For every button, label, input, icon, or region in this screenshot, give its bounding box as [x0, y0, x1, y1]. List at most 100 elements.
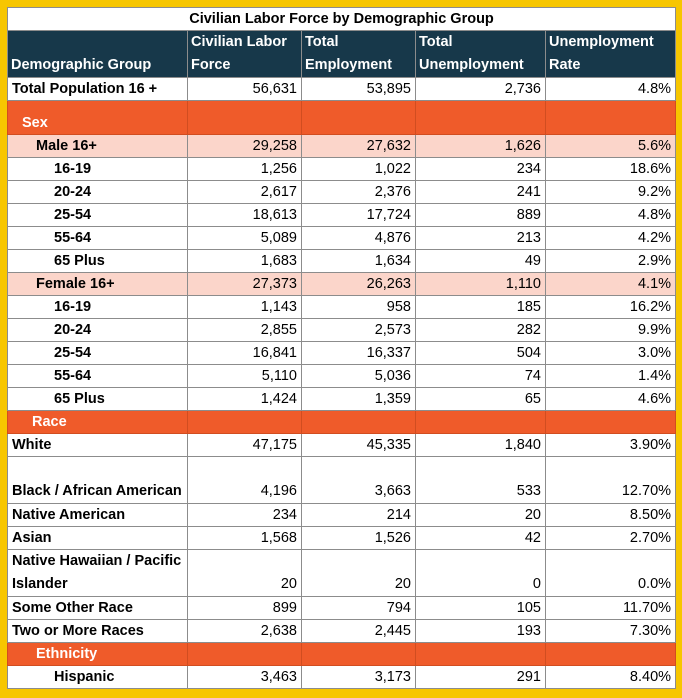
row-label: Two or More Races — [7, 619, 188, 643]
cell-rate: 12.70% — [544, 456, 677, 504]
table-title: Civilian Labor Force by Demographic Grou… — [6, 7, 677, 31]
row-label: 20-24 — [7, 318, 188, 342]
table-row: 65 Plus 1,683 1,634 49 2.9% — [7, 249, 677, 273]
cell-labor-force: 16,841 — [187, 341, 302, 365]
table-row: 16-19 1,143 958 185 16.2% — [7, 295, 677, 319]
cell-unemployment: 65 — [415, 387, 546, 411]
row-label: 25-54 — [7, 203, 188, 227]
cell-employment: 214 — [301, 503, 416, 527]
cell-unemployment: 291 — [415, 665, 546, 689]
cell-labor-force: 3,463 — [187, 665, 302, 689]
cell-rate: 5.6% — [544, 134, 677, 158]
cell-rate: 4.8% — [544, 77, 677, 101]
cell-employment: 4,876 — [301, 226, 416, 250]
table-row: 65 Plus 1,424 1,359 65 4.6% — [7, 387, 677, 411]
header-row: Demographic Group Civilian Labor Force T… — [7, 30, 677, 78]
cell-labor-force: 56,631 — [187, 77, 302, 101]
row-label: 16-19 — [7, 295, 188, 319]
cell-unemployment: 234 — [415, 157, 546, 181]
cell-employment: 1,022 — [301, 157, 416, 181]
cell-employment: 1,359 — [301, 387, 416, 411]
cell-unemployment: 185 — [415, 295, 546, 319]
cell-labor-force: 1,143 — [187, 295, 302, 319]
cell-unemployment: 0 — [415, 549, 546, 597]
cell-employment: 3,663 — [301, 456, 416, 504]
cell-employment: 53,895 — [301, 77, 416, 101]
table-row: 16-19 1,256 1,022 234 18.6% — [7, 157, 677, 181]
cell-employment: 5,036 — [301, 364, 416, 388]
row-label: Total Population 16 + — [7, 77, 188, 101]
cell-employment: 2,573 — [301, 318, 416, 342]
table-row: Black / African American 4,196 3,663 533… — [7, 456, 677, 504]
section-row-race: Race — [7, 410, 677, 434]
cell-unemployment: 213 — [415, 226, 546, 250]
cell-rate: 11.70% — [544, 596, 677, 620]
cell-employment: 2,445 — [301, 619, 416, 643]
cell-rate: 0.0% — [544, 549, 677, 597]
row-label: 16-19 — [7, 157, 188, 181]
row-label: Hispanic — [7, 665, 188, 689]
header-unemployment-rate: Unemployment Rate — [544, 30, 677, 78]
cell-labor-force: 1,683 — [187, 249, 302, 273]
cell-labor-force: 234 — [187, 503, 302, 527]
cell-rate: 4.1% — [544, 272, 677, 296]
row-label: 65 Plus — [7, 249, 188, 273]
table-row: 55-64 5,089 4,876 213 4.2% — [7, 226, 677, 250]
cell-rate: 1.4% — [544, 364, 677, 388]
cell-rate: 4.2% — [544, 226, 677, 250]
cell-unemployment: 20 — [415, 503, 546, 527]
cell-employment: 3,173 — [301, 665, 416, 689]
cell-labor-force: 1,568 — [187, 526, 302, 550]
row-label: Some Other Race — [7, 596, 188, 620]
table-row-male: Male 16+ 29,258 27,632 1,626 5.6% — [7, 134, 677, 158]
title-row: Civilian Labor Force by Demographic Grou… — [6, 7, 677, 31]
table-row: Asian 1,568 1,526 42 2.70% — [7, 526, 677, 550]
cell-labor-force: 29,258 — [187, 134, 302, 158]
table-row-total: Total Population 16 + 56,631 53,895 2,73… — [7, 77, 677, 101]
cell-employment: 1,526 — [301, 526, 416, 550]
row-label: Native American — [7, 503, 188, 527]
cell-rate: 9.9% — [544, 318, 677, 342]
cell-labor-force: 2,855 — [187, 318, 302, 342]
cell-employment: 1,634 — [301, 249, 416, 273]
cell-rate: 8.50% — [544, 503, 677, 527]
cell-labor-force: 5,110 — [187, 364, 302, 388]
cell-labor-force: 1,256 — [187, 157, 302, 181]
table-row: Native American 234 214 20 8.50% — [7, 503, 677, 527]
table-row: Hispanic 3,463 3,173 291 8.40% — [7, 665, 677, 689]
cell-unemployment: 533 — [415, 456, 546, 504]
section-label-ethnicity: Ethnicity — [7, 642, 188, 666]
cell-unemployment: 1,626 — [415, 134, 546, 158]
cell-rate: 3.0% — [544, 341, 677, 365]
section-label-sex: Sex — [7, 100, 188, 135]
cell-labor-force: 2,617 — [187, 180, 302, 204]
cell-unemployment: 282 — [415, 318, 546, 342]
cell-labor-force: 1,424 — [187, 387, 302, 411]
row-label: 65 Plus — [7, 387, 188, 411]
cell-labor-force: 47,175 — [187, 433, 302, 457]
cell-rate: 2.70% — [544, 526, 677, 550]
header-labor-force: Civilian Labor Force — [187, 30, 302, 78]
cell-employment: 45,335 — [301, 433, 416, 457]
cell-rate: 18.6% — [544, 157, 677, 181]
row-label: Native Hawaiian / Pacific Islander — [7, 549, 188, 597]
table-row: Native Hawaiian / Pacific Islander 20 20… — [7, 549, 677, 597]
section-row-sex: Sex — [7, 100, 677, 135]
table-row: 20-24 2,855 2,573 282 9.9% — [7, 318, 677, 342]
cell-unemployment: 889 — [415, 203, 546, 227]
cell-rate: 16.2% — [544, 295, 677, 319]
cell-employment: 794 — [301, 596, 416, 620]
cell-employment: 2,376 — [301, 180, 416, 204]
row-label: 25-54 — [7, 341, 188, 365]
header-demographic-group: Demographic Group — [7, 30, 188, 78]
row-label: 55-64 — [7, 226, 188, 250]
cell-unemployment: 49 — [415, 249, 546, 273]
cell-employment: 958 — [301, 295, 416, 319]
cell-employment: 20 — [301, 549, 416, 597]
cell-unemployment: 42 — [415, 526, 546, 550]
cell-unemployment: 2,736 — [415, 77, 546, 101]
cell-unemployment: 504 — [415, 341, 546, 365]
cell-unemployment: 74 — [415, 364, 546, 388]
cell-employment: 26,263 — [301, 272, 416, 296]
